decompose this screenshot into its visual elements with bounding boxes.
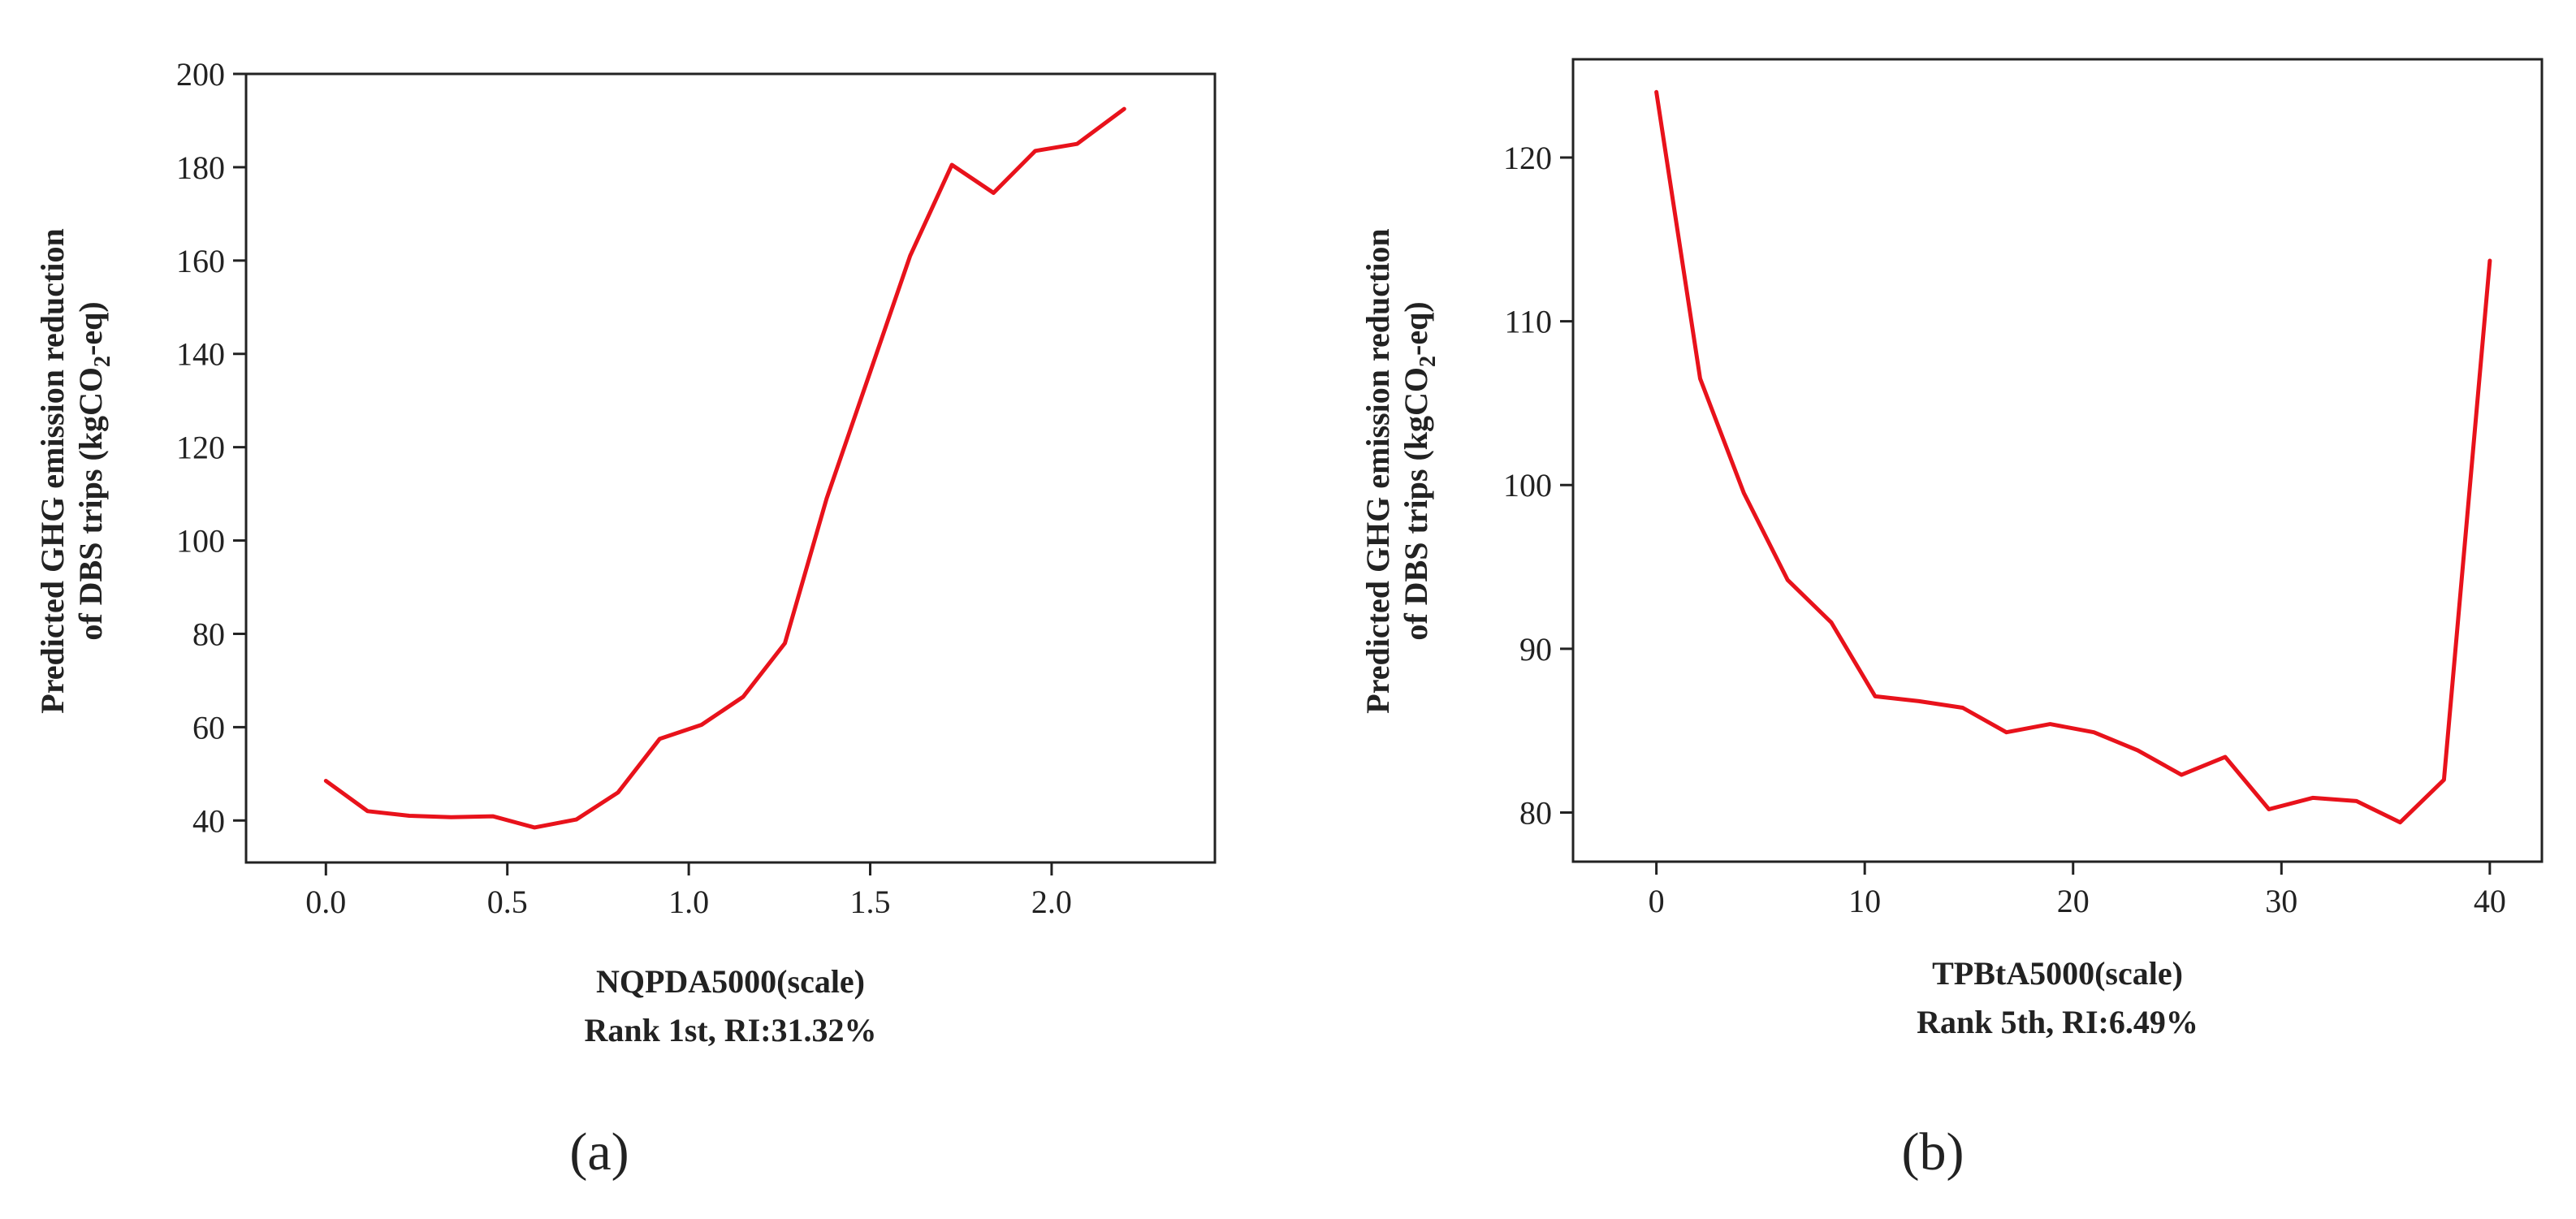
panel-b: 0 10 20 30 40 80 90 100 110 120 TPBtA5000(scale) Ra… [1359, 58, 2544, 1182]
y-tick-label: 90 [1519, 631, 1552, 668]
x-tick-label: 1.5 [850, 884, 891, 920]
x-tick-label: 0.5 [487, 884, 528, 920]
panel-label: (a) [569, 1122, 629, 1182]
y-axis-title-subscript: 2 [90, 356, 115, 367]
rank-subtitle: Rank 5th, RI:6.49% [1917, 1004, 2198, 1040]
y-tick-label: 80 [1519, 795, 1552, 832]
y-axis-title-suffix: -eq) [1398, 301, 1434, 356]
x-axis-title: NQPDA5000(scale) [596, 963, 865, 1000]
y-tick-label: 80 [192, 616, 225, 652]
x-tick-label: 20 [2057, 883, 2090, 919]
x-tick-label: 2.0 [1031, 884, 1072, 920]
panel-label: (b) [1902, 1122, 1964, 1182]
y-tick-label: 200 [176, 56, 225, 93]
series-line-1 [323, 106, 1126, 830]
y-tick-label: 100 [176, 523, 225, 560]
y-axis-title-prefix: of DBS trips (kgCO [1398, 367, 1434, 641]
y-axis-title-line2: of DBS trips (kgCO2-eq) [72, 301, 115, 640]
series-line-1 [1654, 89, 2492, 825]
y-tick-label: 100 [1503, 467, 1552, 504]
x-tick-label: 1.0 [668, 884, 709, 920]
rank-subtitle: Rank 1st, RI:31.32% [584, 1012, 876, 1048]
y-tick-label: 140 [176, 336, 225, 373]
y-axis-title-subscript: 2 [1416, 356, 1441, 367]
x-tick-label: 10 [1848, 883, 1881, 919]
plot-frame [1571, 58, 2544, 863]
x-tick-label: 40 [2474, 883, 2506, 919]
panel-a: 0.0 0.5 1.0 1.5 2.0 40 60 80 100 120 140 160 180 200 N… [34, 56, 1217, 1182]
plot-frame [244, 72, 1217, 864]
y-tick-label: 110 [1504, 304, 1552, 340]
x-tick-label: 0 [1649, 883, 1665, 919]
y-axis-title-line2: of DBS trips (kgCO2-eq) [1398, 301, 1441, 640]
y-axis-title-line1: Predicted GHG emission reduction [1359, 228, 1396, 713]
x-axis-title: TPBtA5000(scale) [1932, 955, 2183, 992]
x-tick-label: 30 [2265, 883, 2297, 919]
y-tick-label: 160 [176, 243, 225, 279]
x-tick-label: 0.0 [305, 884, 346, 920]
y-tick-label: 120 [1503, 140, 1552, 176]
y-axis-title-suffix: -eq) [72, 301, 109, 356]
y-axis-title-prefix: of DBS trips (kgCO [72, 367, 109, 641]
y-tick-label: 60 [192, 709, 225, 746]
y-tick-label: 120 [176, 430, 225, 466]
y-tick-label: 180 [176, 149, 225, 186]
y-axis-title-line1: Predicted GHG emission reduction [34, 228, 71, 713]
y-tick-label: 40 [192, 802, 225, 839]
